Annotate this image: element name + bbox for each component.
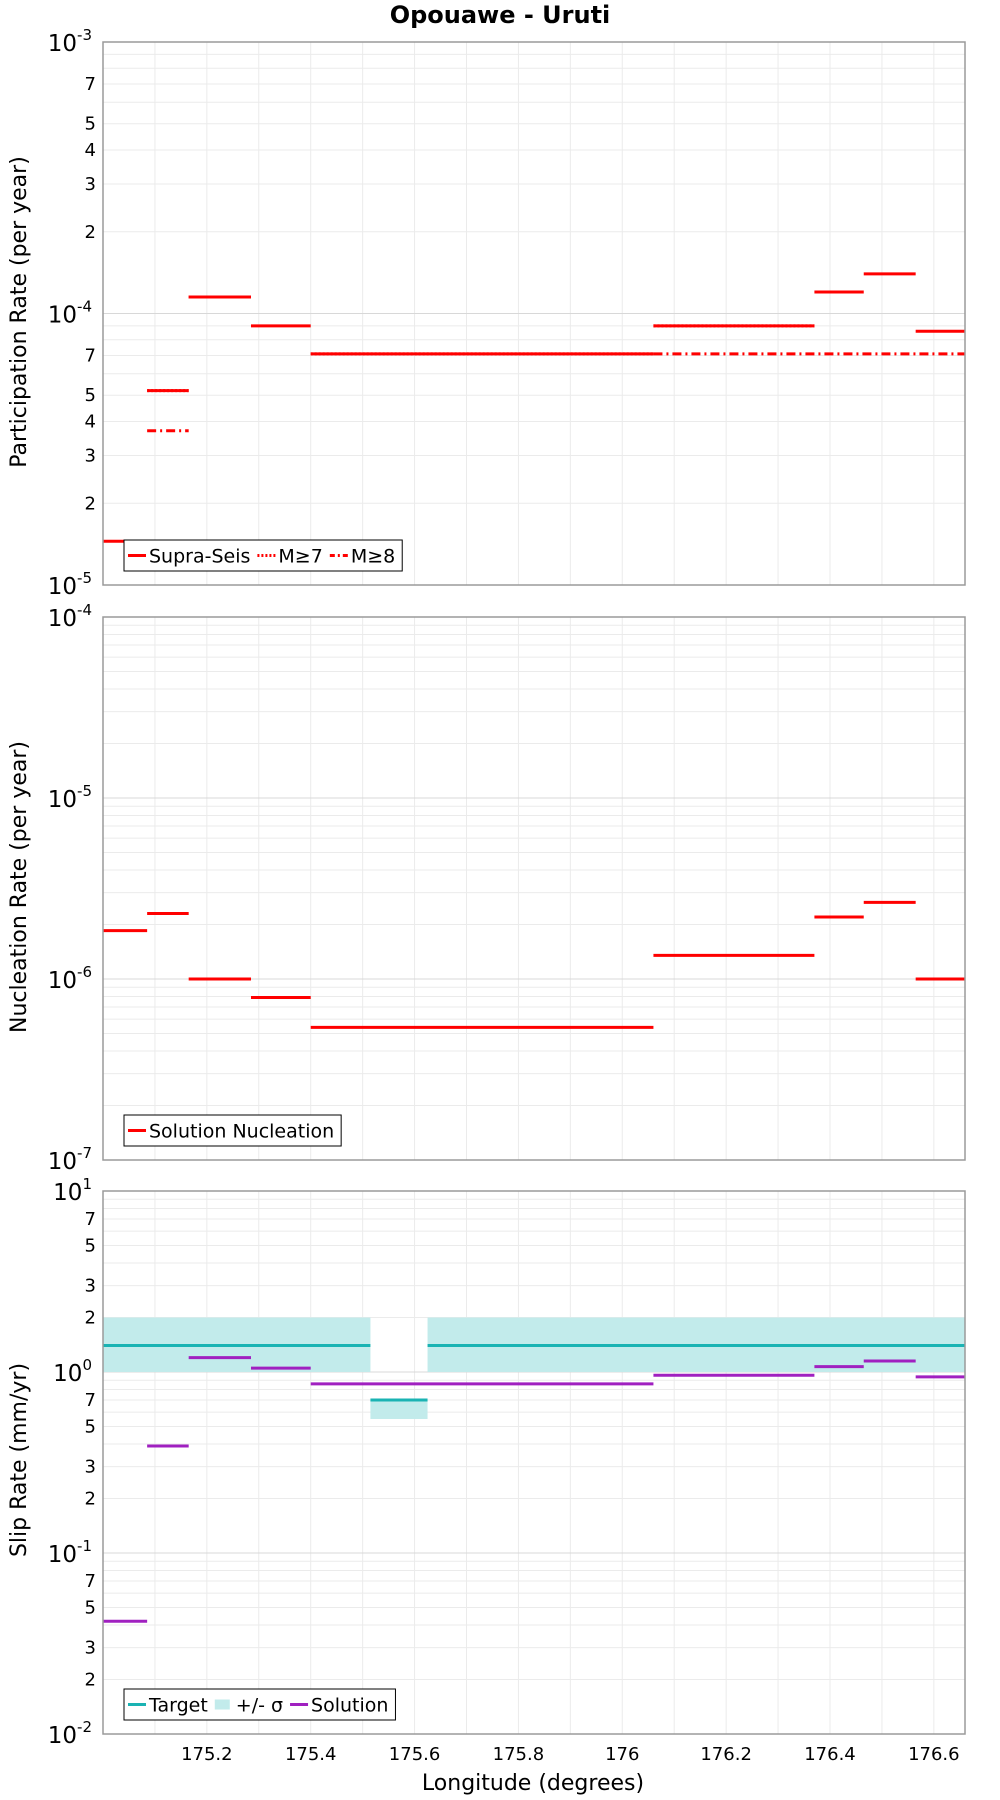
y-minor-tick-label: 5: [85, 1235, 96, 1256]
x-tick-label: 176.2: [700, 1744, 752, 1765]
legend-entry-label: M≥7: [278, 546, 322, 568]
y-minor-tick-label: 2: [85, 493, 96, 514]
plot-area: [103, 617, 965, 1160]
plot-frame: [102, 616, 966, 1161]
sigma-band: [370, 1400, 428, 1419]
y-tick-label: 10-5: [48, 569, 92, 600]
panel2-y-axis-label: Nucleation Rate (per year): [7, 741, 32, 1033]
plot-frame: [102, 1190, 966, 1735]
y-minor-tick-label: 3: [85, 445, 96, 466]
x-tick-label: 175.8: [493, 1744, 545, 1765]
y-tick-label: 10-1: [48, 1537, 92, 1568]
legend: Solution Nucleation: [123, 1114, 342, 1147]
y-minor-tick-label: 7: [85, 1209, 96, 1230]
y-minor-tick-label: 2: [85, 1670, 96, 1691]
x-axis-label: Longitude (degrees): [422, 1771, 644, 1796]
x-tick-label: 175.4: [285, 1744, 337, 1765]
x-tick-label: 175.6: [389, 1744, 441, 1765]
legend-entry-label: +/- σ: [236, 1695, 283, 1717]
y-tick-label: 101: [53, 1175, 92, 1206]
y-minor-tick-label: 5: [85, 1416, 96, 1437]
y-minor-tick-label: 7: [85, 1390, 96, 1411]
legend-entry-label: Solution Nucleation: [149, 1121, 334, 1143]
y-minor-tick-label: 5: [85, 114, 96, 135]
y-tick-label: 10-2: [48, 1718, 92, 1749]
legend-swatch: [214, 1699, 230, 1710]
y-minor-tick-label: 7: [85, 1571, 96, 1592]
legend-box: [123, 1688, 396, 1721]
panel3-y-axis-label: Slip Rate (mm/yr): [7, 1363, 32, 1557]
y-tick-label: 100: [53, 1356, 92, 1387]
x-tick-label: 176.4: [804, 1744, 856, 1765]
x-tick-label: 175.2: [181, 1744, 233, 1765]
y-minor-tick-label: 7: [85, 346, 96, 367]
legend-entry-label: Target: [148, 1695, 208, 1717]
x-tick-label: 176.6: [908, 1744, 960, 1765]
y-minor-tick-label: 5: [85, 385, 96, 406]
legend-entry-label: M≥8: [351, 546, 395, 568]
y-tick-label: 10-7: [48, 1144, 92, 1175]
participation-rate-panel: 10-5 10-4 10-3 2 3 4 5 7 2 3 4 5 7 Supra-Seis M≥7 M≥8: [48, 26, 966, 600]
legend-box: [123, 1114, 342, 1147]
y-minor-tick-label: 3: [85, 1457, 96, 1478]
y-minor-tick-label: 4: [85, 412, 96, 433]
y-minor-tick-label: 7: [85, 74, 96, 95]
panel1-y-axis-label: Participation Rate (per year): [7, 156, 32, 468]
x-tick-label: 176: [605, 1744, 639, 1765]
y-minor-tick-label: 5: [85, 1597, 96, 1618]
y-minor-tick-label: 2: [85, 222, 96, 243]
plot-frame: [102, 41, 966, 586]
y-tick-label: 10-4: [48, 601, 92, 632]
y-minor-tick-label: 3: [85, 1276, 96, 1297]
nucleation-rate-panel: 10-7 10-6 10-5 10-4 Solution Nucleation: [48, 601, 966, 1175]
y-tick-label: 10-3: [48, 26, 92, 57]
plot-area: [103, 1191, 965, 1734]
legend: Supra-Seis M≥7 M≥8: [123, 539, 403, 572]
y-minor-tick-label: 3: [85, 1638, 96, 1659]
chart-title: Opouawe - Uruti: [390, 1, 611, 29]
y-minor-tick-label: 2: [85, 1489, 96, 1510]
legend-entry-label: Solution: [311, 1695, 388, 1717]
legend: Target +/- σ Solution: [123, 1688, 396, 1721]
y-tick-label: 10-5: [48, 782, 92, 813]
y-tick-label: 10-4: [48, 298, 92, 329]
y-minor-tick-label: 2: [85, 1308, 96, 1329]
legend-entry-label: Supra-Seis: [149, 546, 250, 568]
y-minor-tick-label: 3: [85, 174, 96, 195]
y-tick-label: 10-6: [48, 963, 92, 994]
y-minor-tick-label: 4: [85, 140, 96, 161]
slip-rate-panel: 10-2 10-1 100 101 2 3 5 7 2 3 5 7 2 3 5 7 175.2 175.4 175.…: [48, 1175, 966, 1765]
